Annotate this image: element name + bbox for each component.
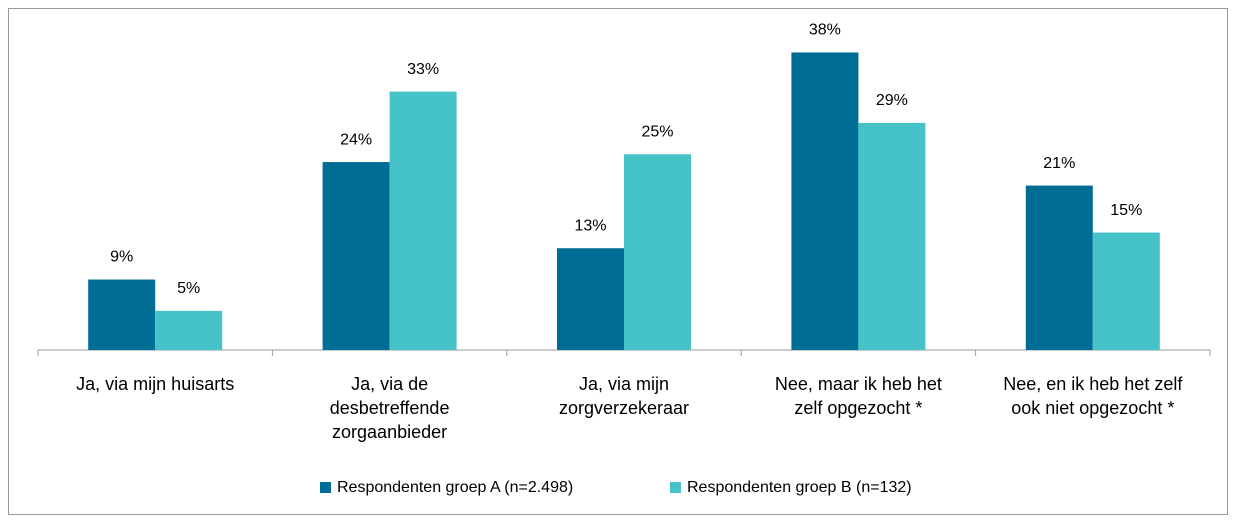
bar: [322, 162, 390, 350]
bar: [1092, 232, 1160, 350]
data-label: 33%: [407, 61, 439, 78]
bar: [624, 154, 691, 350]
legend-swatch: [670, 482, 681, 493]
bar: [557, 248, 624, 350]
legend-label: Respondenten groep B (n=132): [687, 479, 912, 496]
legend-label: Respondenten groep A (n=2.498): [337, 479, 573, 496]
data-label: 21%: [1043, 155, 1075, 172]
data-label: 15%: [1110, 202, 1142, 219]
data-label: 5%: [177, 280, 200, 297]
bar: [155, 310, 223, 350]
data-label: 9%: [110, 249, 133, 266]
data-label: 24%: [340, 131, 372, 148]
x-tick-label: Nee, en ik heb het zelf ook niet opgezoc…: [1003, 374, 1183, 418]
frame: [8, 8, 1228, 515]
bar: [791, 52, 859, 351]
x-tick-label: Nee, maar ik heb het zelf opgezocht *: [774, 374, 942, 418]
data-label: 25%: [641, 123, 673, 140]
x-tick-label: Ja, via mijn zorgverzekeraar: [558, 374, 690, 418]
bar: [389, 91, 457, 351]
x-tick-label: Ja, via de desbetreffende zorgaanbieder: [329, 374, 450, 442]
bar: [1025, 185, 1093, 350]
x-tick-label: Ja, via mijn huisarts: [76, 374, 235, 394]
legend-swatch: [320, 482, 331, 493]
data-label: 38%: [809, 22, 841, 39]
data-label: 29%: [876, 92, 908, 109]
data-label: 13%: [574, 217, 606, 234]
bar: [88, 279, 156, 350]
bar: [858, 122, 926, 351]
